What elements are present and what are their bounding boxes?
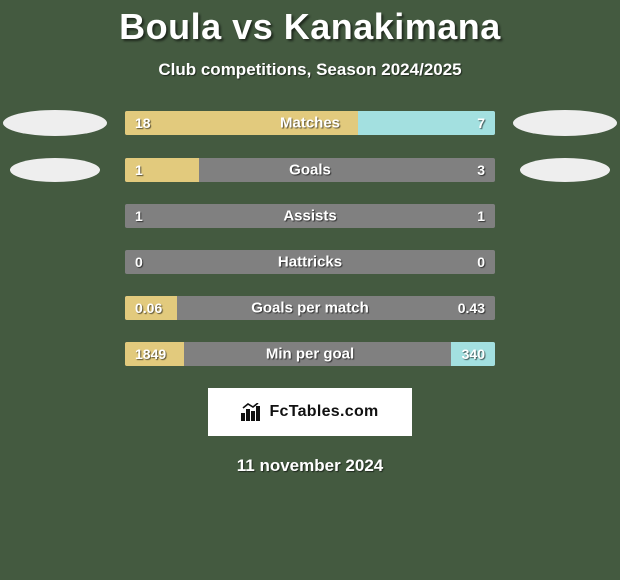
stat-bar-right-fill: [358, 111, 495, 135]
brand-badge[interactable]: FcTables.com: [208, 388, 412, 436]
stat-right-value: 340: [462, 346, 485, 362]
stat-right-value: 3: [477, 162, 485, 178]
stat-left-value: 1: [135, 162, 143, 178]
stat-label: Assists: [283, 208, 336, 225]
stat-bar: 0 0 Hattricks: [125, 250, 495, 274]
stat-right-value: 0.43: [458, 300, 485, 316]
stat-right-value: 1: [477, 208, 485, 224]
stat-left-value: 0: [135, 254, 143, 270]
stat-bar: 1 1 Assists: [125, 204, 495, 228]
right-team-oval: [513, 110, 617, 136]
stat-right-value: 0: [477, 254, 485, 270]
stat-label: Min per goal: [266, 346, 354, 363]
left-team-oval: [3, 110, 107, 136]
comparison-row: 1849 340 Min per goal: [0, 342, 620, 366]
stat-label: Matches: [280, 115, 340, 132]
comparison-row: 0.06 0.43 Goals per match: [0, 296, 620, 320]
stat-label: Goals per match: [251, 300, 369, 317]
stat-bar: 1849 340 Min per goal: [125, 342, 495, 366]
brand-chart-icon: [241, 403, 263, 421]
stat-bar: 0.06 0.43 Goals per match: [125, 296, 495, 320]
stat-bar: 1 3 Goals: [125, 158, 495, 182]
comparison-row: 1 1 Assists: [0, 204, 620, 228]
stat-label: Hattricks: [278, 254, 342, 271]
comparison-row: 1 3 Goals: [0, 158, 620, 182]
brand-text: FcTables.com: [269, 403, 378, 421]
page-title: Boula vs Kanakimana: [0, 6, 620, 48]
comparison-rows: 18 7 Matches 1 3 Goals 1 1 Assists 0 0 Hattricks 0.0…: [0, 110, 620, 366]
date-text: 11 november 2024: [0, 456, 620, 476]
stat-left-value: 1: [135, 208, 143, 224]
stat-left-value: 1849: [135, 346, 166, 362]
right-team-oval: [520, 158, 610, 182]
stat-right-value: 7: [477, 115, 485, 131]
stat-left-value: 0.06: [135, 300, 162, 316]
subtitle: Club competitions, Season 2024/2025: [0, 60, 620, 80]
stat-bar: 18 7 Matches: [125, 111, 495, 135]
comparison-row: 0 0 Hattricks: [0, 250, 620, 274]
left-team-oval: [10, 158, 100, 182]
stat-label: Goals: [289, 162, 331, 179]
comparison-row: 18 7 Matches: [0, 110, 620, 136]
stat-left-value: 18: [135, 115, 151, 131]
